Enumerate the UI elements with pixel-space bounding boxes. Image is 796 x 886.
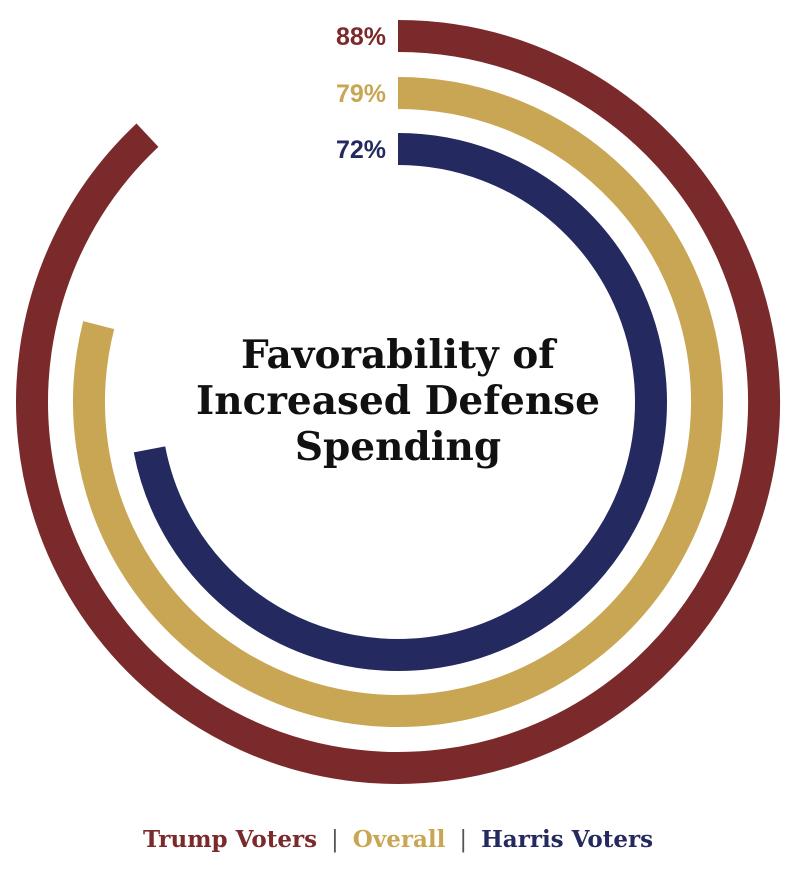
rings-group	[16, 20, 781, 784]
ring-bar-trump-voters	[16, 20, 781, 784]
legend-item-harris-voters: Harris Voters	[481, 826, 654, 853]
value-label-harris-voters: 72%	[336, 136, 386, 164]
value-label-overall: 79%	[336, 80, 386, 108]
ring-bar-harris-voters	[133, 133, 667, 671]
ring-bar-overall	[73, 77, 723, 727]
chart-title-line-3: Spending	[295, 424, 501, 470]
legend-separator: |	[331, 827, 339, 853]
value-label-trump-voters: 88%	[336, 23, 386, 51]
legend-separator: |	[459, 827, 468, 853]
legend: Trump Voters | Overall | Harris Voters	[0, 826, 796, 853]
value-labels-group: 88% 79% 72%	[336, 23, 386, 164]
radial-bar-chart: 88% 79% 72% Favorability of Increased Defe…	[16, 20, 781, 784]
chart-title-line-1: Favorability of	[241, 332, 557, 378]
legend-item-trump-voters: Trump Voters	[142, 826, 318, 853]
legend-item-overall: Overall	[352, 826, 446, 853]
chart-title-line-2: Increased Defense	[196, 378, 600, 424]
